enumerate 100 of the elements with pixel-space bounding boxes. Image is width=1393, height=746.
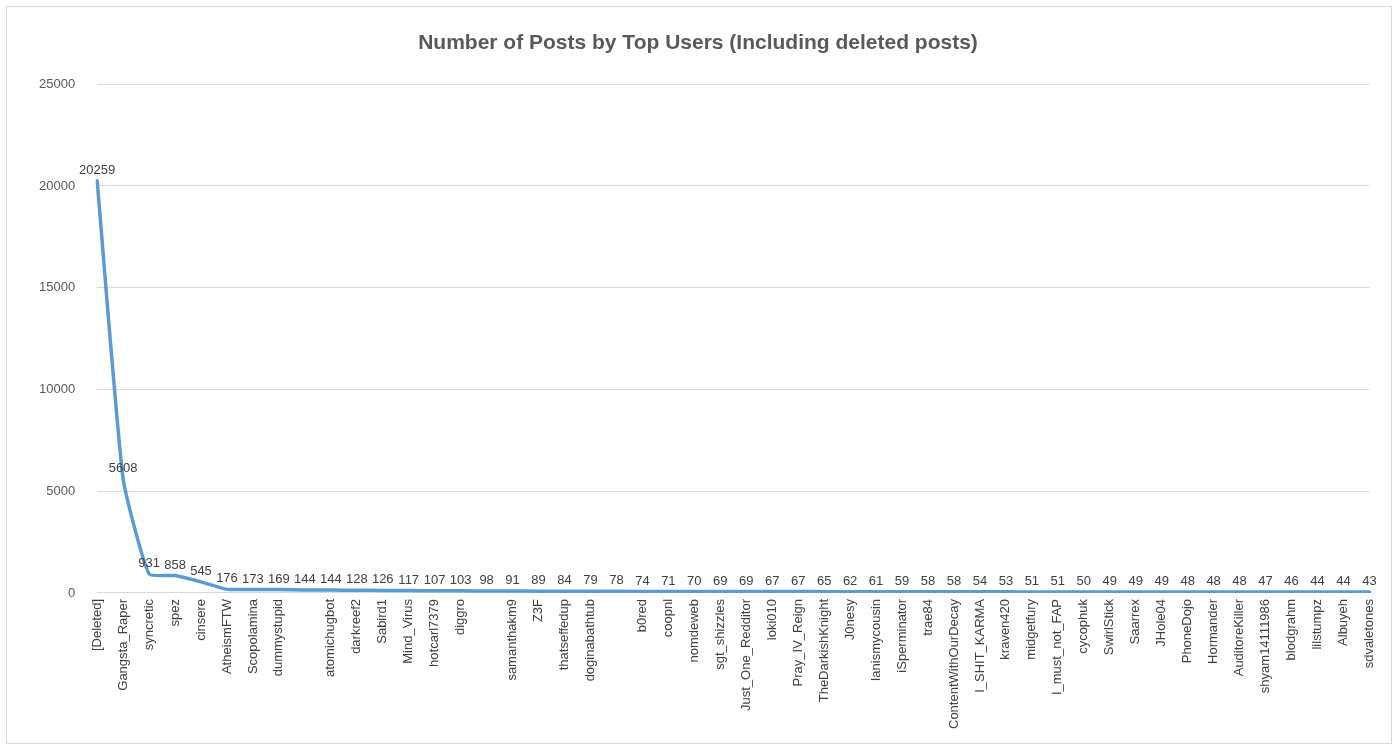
x-tick-label: lilstumpz (1309, 598, 1325, 650)
y-tick-label: 0 (67, 584, 76, 600)
x-tick-label: iSperminator (893, 598, 909, 673)
x-tick-label: loki010 (763, 598, 779, 641)
data-label: 62 (842, 572, 858, 588)
data-label: 69 (739, 572, 754, 588)
x-tick-label: Pray_IV_Reign (789, 598, 805, 687)
data-label: 67 (790, 572, 806, 588)
data-label: 58 (920, 572, 936, 588)
x-tick-label: coopnl (659, 598, 675, 638)
data-label: 49 (1128, 573, 1143, 589)
x-tick-label: Sabird1 (374, 598, 390, 644)
data-label: 71 (661, 572, 676, 588)
data-label: 43 (1362, 573, 1377, 589)
x-tick-label: hotcarl7379 (426, 598, 442, 667)
data-label: 103 (449, 571, 472, 587)
data-label: 70 (687, 572, 702, 588)
data-label: 51 (1024, 572, 1040, 588)
data-label: 169 (268, 570, 290, 586)
x-tick-label: thatseffedup (556, 598, 572, 671)
y-tick-label: 15000 (38, 279, 76, 295)
x-tick-label: AuditoreKiller (1231, 598, 1247, 677)
y-tick-label: 5000 (46, 482, 76, 498)
data-label: 65 (816, 572, 832, 588)
data-label: 49 (1102, 573, 1117, 589)
data-label: 44 (1336, 573, 1351, 589)
data-label: 48 (1232, 573, 1247, 589)
x-tick-label: PhoneDojo (1179, 598, 1195, 664)
data-label: 53 (998, 572, 1014, 588)
data-label: 50 (1076, 573, 1092, 589)
data-label: 47 (1258, 573, 1273, 589)
data-label: 61 (868, 572, 884, 588)
x-tick-label: Albuyeh (1335, 598, 1351, 646)
x-tick-label: TheDarkishKnight (815, 598, 831, 703)
data-label: 128 (345, 571, 368, 587)
x-tick-label: b0red (633, 598, 649, 633)
x-tick-label: spez (166, 598, 182, 627)
x-tick-label: [Deleted] (88, 598, 104, 651)
data-label: 89 (531, 572, 546, 588)
x-tick-label: ContentWithOurDecay (945, 598, 961, 730)
y-tick-label: 10000 (38, 381, 76, 397)
data-label: 74 (635, 572, 650, 588)
x-tick-label: I_must_not_FAP (1049, 598, 1065, 696)
x-tick-label: darkreef2 (348, 598, 364, 654)
x-tick-label: blodgrahm (1283, 598, 1299, 661)
x-tick-label: dummystupid (270, 598, 286, 677)
data-label: 98 (479, 572, 494, 588)
x-tick-label: J0nesy (841, 598, 857, 641)
data-label: 173 (242, 570, 264, 586)
data-label: 78 (609, 572, 624, 588)
x-tick-label: SwirlStick (1101, 598, 1117, 656)
x-tick-label: trae84 (919, 598, 935, 636)
x-tick-label: Hormander (1205, 598, 1221, 664)
data-label: 91 (505, 572, 520, 588)
x-tick-label: Mind_Virus (400, 598, 416, 664)
x-tick-label: samanthakm9 (504, 598, 520, 681)
x-tick-label: doginabathtub (582, 598, 598, 682)
x-tick-label: Gangsta_Raper (114, 598, 130, 691)
x-tick-label: midgetfury (1023, 598, 1039, 660)
data-label: 46 (1284, 573, 1299, 589)
x-tick-label: I_SHIT_KARMA (971, 598, 987, 693)
data-label: 51 (1050, 572, 1066, 588)
x-tick-label: Saarrex (1127, 598, 1143, 645)
data-label: 69 (713, 572, 728, 588)
data-label: 126 (371, 571, 394, 587)
data-label: 79 (583, 572, 598, 588)
data-label: 67 (764, 572, 780, 588)
data-label: 144 (294, 571, 316, 587)
data-label: 545 (190, 562, 212, 578)
x-tick-label: sgt_shizzles (711, 598, 727, 670)
data-label: 144 (319, 571, 342, 587)
x-tick-label: nomdeweb (685, 598, 701, 663)
x-tick-label: syncretic (140, 598, 156, 651)
x-tick-label: atomichugbot (322, 598, 338, 678)
data-label: 20259 (79, 161, 116, 177)
data-label: 107 (423, 571, 446, 587)
y-tick-label: 20000 (38, 177, 76, 193)
data-label: 44 (1310, 573, 1325, 589)
chart-title: Number of Posts by Top Users (Including deleted posts) (418, 30, 978, 54)
x-tick-label: AtheismFTW (218, 598, 234, 675)
x-tick-label: diggro (452, 598, 468, 636)
x-tick-label: Just_One_Redditor (737, 598, 753, 711)
data-label: 48 (1180, 573, 1195, 589)
data-label: 858 (164, 556, 186, 572)
y-tick-label: 25000 (38, 75, 76, 91)
x-tick-label: cinsere (192, 598, 208, 641)
x-tick-label: Ianismycousin (867, 598, 883, 682)
x-tick-label: kraven420 (997, 598, 1013, 660)
x-tick-label: Z3F (530, 598, 546, 623)
data-label: 84 (557, 572, 572, 588)
data-label: 54 (972, 572, 988, 588)
x-tick-label: JHole04 (1153, 598, 1169, 647)
data-label: 59 (894, 572, 910, 588)
data-label: 48 (1206, 573, 1221, 589)
x-tick-label: sdvaletones (1360, 598, 1376, 669)
data-label: 58 (946, 572, 962, 588)
data-label: 176 (216, 570, 238, 586)
data-label: 117 (398, 571, 420, 587)
x-tick-label: shyam14111986 (1257, 598, 1273, 694)
x-tick-label: cycophuk (1075, 598, 1091, 654)
